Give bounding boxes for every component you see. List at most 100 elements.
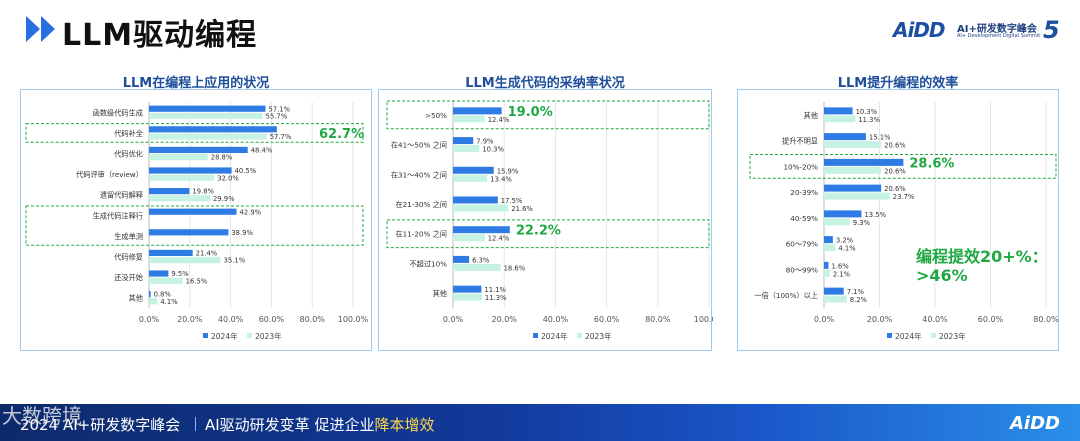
bar-2024: [824, 236, 833, 244]
bar-2024: [453, 137, 474, 145]
logo-subtitle: AI+研发数字峰会: [957, 24, 1037, 35]
chart-adoption-rate: 0.0% 20.0% 40.0% 60.0% 80.0% 100.0% >50% 12.4% 在…: [386, 100, 713, 341]
play-arrow-icon: [26, 16, 55, 42]
bar-2023: [149, 112, 263, 119]
data-label-2023: 29.9%: [213, 195, 235, 203]
category-label: 40-59%: [790, 214, 818, 223]
data-label-2023: 12.4%: [488, 116, 510, 124]
annotation-line: >46%: [916, 266, 968, 285]
chart-panel-efficiency: 0.0% 20.0% 40.0% 60.0% 80.0% 其他 10.3% 11.3% 提升不明…: [737, 89, 1059, 351]
legend-label-2024: 2024年: [211, 331, 238, 341]
data-label-2024: 13.5%: [864, 211, 886, 219]
data-label-2023: 21.6%: [511, 205, 533, 213]
bar-2024: [453, 107, 502, 115]
x-tick-label: 20.0%: [177, 315, 203, 324]
x-tick-label: 40.0%: [922, 315, 948, 324]
category-label: 还没开始: [114, 273, 143, 282]
highlight-value-label: 19.0%: [508, 105, 553, 120]
data-label-2023: 11.3%: [485, 294, 507, 302]
highlight-box: [25, 123, 364, 143]
x-tick-label: 40.0%: [543, 315, 569, 324]
legend-swatch-2024: [887, 333, 892, 338]
data-label-2024: 48.4%: [251, 147, 273, 155]
legend-swatch-2023: [247, 333, 252, 338]
category-label: 生成代码注释行: [93, 211, 143, 220]
bar-2024: [149, 167, 232, 174]
bar-2023: [149, 154, 208, 161]
chart-application-status: 0.0% 20.0% 40.0% 60.0% 80.0% 100.0% 函数级代码生成 57.…: [25, 102, 369, 341]
x-tick-label: 0.0%: [814, 315, 835, 324]
data-label-2023: 2.1%: [833, 270, 851, 278]
footer-slogan: AI驱动研发变革 促进企业降本增效: [205, 414, 434, 435]
x-tick-label: 100.0%: [694, 315, 713, 324]
bar-2024: [149, 105, 266, 112]
bar-2023: [453, 115, 485, 123]
data-label-2024: 11.1%: [484, 286, 506, 294]
data-label-2024: 42.9%: [240, 208, 262, 216]
footer-event: 2024 AI+研发数字峰会: [20, 416, 181, 434]
category-label: 遗留代码解释: [100, 191, 143, 200]
x-tick-label: 0.0%: [443, 315, 464, 324]
footer-slogan-text: AI驱动研发变革 促进企业: [205, 416, 375, 434]
bar-2024: [824, 287, 844, 295]
highlight-box: [386, 100, 710, 130]
data-label-2023: 12.4%: [488, 235, 510, 243]
category-label: 代码优化: [114, 150, 143, 159]
category-label: 20-39%: [790, 188, 818, 197]
bar-2024: [149, 126, 277, 133]
bar-2023: [824, 295, 847, 303]
chart-efficiency-gain: 0.0% 20.0% 40.0% 60.0% 80.0% 其他 10.3%11.3% 提升不明…: [749, 102, 1059, 341]
data-label-2023: 28.8%: [211, 154, 233, 162]
bar-2024: [824, 261, 829, 269]
bar-2023: [149, 195, 210, 202]
bar-2023: [453, 263, 501, 271]
category-label: 代码修复: [114, 253, 143, 262]
chart-title-1: LLM在编程上应用的状况: [122, 76, 270, 91]
legend-swatch-2024: [203, 333, 208, 338]
data-label-2023: 57.7%: [270, 133, 292, 141]
data-label-2023: 55.7%: [266, 112, 288, 120]
category-label: >50%: [425, 111, 447, 120]
bar-2024: [824, 133, 866, 141]
data-label-2024: 19.8%: [192, 188, 214, 196]
category-label: 生成单测: [114, 232, 143, 241]
bar-2023: [824, 269, 830, 277]
category-label: 一倍（100%）以上: [754, 291, 818, 300]
category-label: 在31～40% 之间: [391, 170, 447, 179]
data-label-2024: 15.9%: [497, 167, 519, 175]
data-label-2023: 32.0%: [217, 174, 239, 182]
bar-2024: [453, 255, 470, 263]
data-label-2023: 11.3%: [858, 116, 880, 124]
bar-2024: [824, 184, 882, 192]
bar-2024: [149, 291, 151, 298]
watermark: 大数跨境: [2, 404, 82, 428]
bar-2023: [453, 204, 509, 212]
legend-swatch-2024: [533, 333, 538, 338]
highlight-value-label: 22.2%: [516, 224, 561, 239]
x-tick-label: 20.0%: [867, 315, 893, 324]
bar-2024: [149, 229, 229, 236]
legend-label-2023: 2023年: [585, 331, 612, 341]
data-label-2024: 1.6%: [831, 262, 849, 270]
data-label-2024: 21.4%: [196, 250, 218, 258]
bar-2023: [453, 293, 482, 301]
x-tick-label: 60.0%: [978, 315, 1004, 324]
category-label: 其他: [433, 289, 447, 298]
highlight-box: [749, 154, 1057, 179]
highlight-value-label: 28.6%: [909, 156, 954, 171]
footer-slogan-highlight: 降本增效: [374, 416, 435, 434]
category-label: 代码补全: [114, 129, 144, 138]
bar-2024: [824, 107, 853, 115]
data-label-2024: 40.5%: [235, 167, 257, 175]
x-tick-label: 80.0%: [645, 315, 671, 324]
annotation-line: 编程提效20+%：: [916, 247, 1048, 266]
logo-edition: 5: [1043, 16, 1060, 44]
x-tick-label: 40.0%: [218, 315, 244, 324]
bar-2024: [149, 270, 169, 277]
data-label-2024: 15.1%: [869, 134, 891, 142]
data-label-2024: 57.1%: [268, 105, 290, 113]
highlight-box: [25, 205, 364, 246]
chart-panel-application: 0.0% 20.0% 40.0% 60.0% 80.0% 100.0% 函数级代码生成 57.…: [20, 89, 372, 351]
x-tick-label: 80.0%: [1033, 315, 1059, 324]
